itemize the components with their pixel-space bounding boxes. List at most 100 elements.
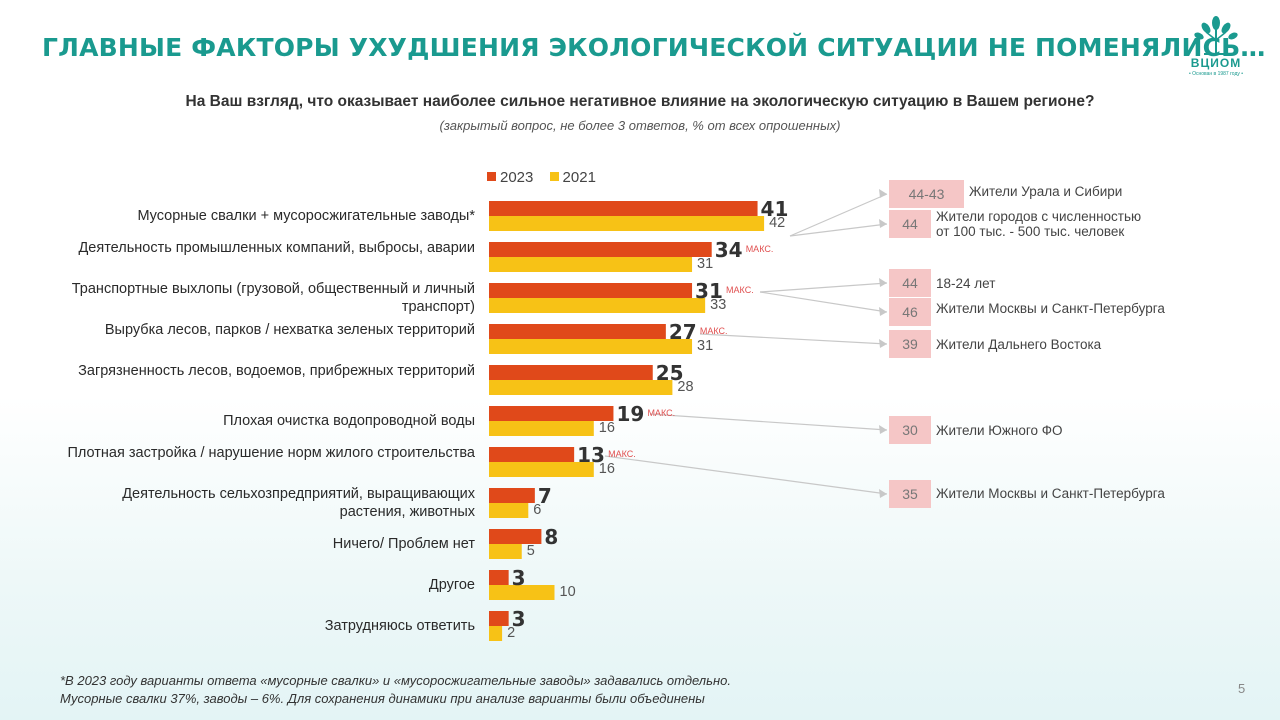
bar-2023 <box>489 406 614 421</box>
callout-connector <box>759 282 888 293</box>
value-label-2023: 34 <box>714 238 743 262</box>
value-label-2023: 31 <box>695 279 723 303</box>
category-label: Ничего/ Проблем нет <box>332 536 475 552</box>
callout-arrowhead <box>879 307 887 316</box>
callout-arrowhead <box>879 278 887 287</box>
bar-2021 <box>489 216 765 231</box>
category-label: Другое <box>428 577 475 593</box>
maks-label: МАКС. <box>726 285 754 295</box>
callout-value: 44-43 <box>889 180 964 208</box>
callout-text: 18-24 лет <box>936 276 996 291</box>
value-label-2023: 19 <box>616 402 645 426</box>
value-label-2023: 13 <box>577 443 605 467</box>
callout-value: 30 <box>889 416 931 444</box>
bar-2021 <box>489 462 594 477</box>
value-label-2021: 42 <box>769 215 786 231</box>
chart-legend: 2023 2021 <box>487 169 608 186</box>
value-label-2021: 2 <box>507 625 516 641</box>
bar-2021 <box>489 380 673 395</box>
legend-2023: 2023 <box>487 169 533 186</box>
value-label-2021: 16 <box>598 420 615 436</box>
value-label-2023: 25 <box>655 361 684 385</box>
tree-icon <box>1194 16 1238 55</box>
callout-value: 44 <box>889 210 931 238</box>
value-label-2021: 16 <box>598 461 615 477</box>
bar-2023 <box>489 283 693 298</box>
callout-connector <box>604 455 888 495</box>
bar-2023 <box>489 324 666 339</box>
callout-connector <box>789 193 888 237</box>
bar-2021 <box>489 585 555 600</box>
bar-2021 <box>489 544 522 559</box>
callout-connector <box>759 291 888 313</box>
question-text: На Ваш взгляд, что оказывает наиболее си… <box>185 93 1095 110</box>
bar-2023 <box>489 201 758 216</box>
logo-subtext: • Основан в 1987 году • <box>1188 71 1244 77</box>
callout-value: 46 <box>889 298 931 326</box>
bar-2023 <box>489 447 575 462</box>
category-label: Плохая очистка водопроводной воды <box>223 413 475 429</box>
category-label: Деятельность промышленных компаний, выбр… <box>78 240 475 256</box>
callout-value: 39 <box>889 330 931 358</box>
bar-2021 <box>489 626 503 641</box>
callout-arrowhead <box>879 339 887 348</box>
callout-text: Жители Южного ФО <box>936 423 1063 438</box>
callout-text: Жители Москвы и Санкт-Петербурга <box>936 486 1165 501</box>
value-label-2021: 31 <box>697 256 714 272</box>
category-label: Плотная застройка / нарушение норм жилог… <box>67 445 475 461</box>
bar-2021 <box>489 503 529 518</box>
page-number: 5 <box>1238 681 1246 696</box>
footnote-line-2: Мусорные свалки 37%, заводы – 6%. Для со… <box>60 691 705 706</box>
callout-arrowhead <box>879 489 887 498</box>
bar-2021 <box>489 257 693 272</box>
category-label: Транспортные выхлопы (грузовой, обществе… <box>71 281 475 315</box>
value-label-2023: 41 <box>760 197 789 221</box>
bar-2023 <box>489 242 712 257</box>
vciom-logo: ВЦИОМ • Основан в 1987 году • <box>1184 14 1248 84</box>
callout-arrowhead <box>879 189 887 198</box>
page-title: ГЛАВНЫЕ ФАКТОРЫ УХУДШЕНИЯ ЭКОЛОГИЧЕСКОЙ … <box>42 33 1266 62</box>
legend-2021: 2021 <box>549 169 596 186</box>
bar-2023 <box>489 365 653 380</box>
maks-label: МАКС. <box>699 326 728 336</box>
bar-2023 <box>489 611 509 626</box>
callout-connector <box>699 333 888 345</box>
bar-2021 <box>489 298 706 313</box>
question-note: (закрытый вопрос, не более 3 ответов, % … <box>439 118 841 133</box>
callout-text: Жители Урала и Сибири <box>969 184 1123 199</box>
value-label-2023: 7 <box>537 484 552 508</box>
category-label: Мусорные свалки + мусоросжигательные зав… <box>137 208 475 224</box>
category-label: Затрудняюсь ответить <box>324 618 475 634</box>
bar-2023 <box>489 570 509 585</box>
value-label-2021: 6 <box>533 502 542 518</box>
maks-label: МАКС. <box>745 244 774 254</box>
callout-arrowhead <box>879 425 887 434</box>
value-label-2023: 27 <box>668 320 697 344</box>
value-label-2023: 8 <box>544 525 559 549</box>
callout-value: 44 <box>889 269 931 297</box>
callout-arrowhead <box>879 219 887 228</box>
callout-value: 35 <box>889 480 931 508</box>
callout-text: Жители Москвы и Санкт-Петербурга <box>936 301 1165 316</box>
logo-text: ВЦИОМ <box>1190 56 1242 70</box>
bar-2021 <box>489 421 594 436</box>
category-label: Загрязненность лесов, водоемов, прибрежн… <box>78 363 475 379</box>
footnote-line-1: *В 2023 году варианты ответа «мусорные с… <box>60 673 731 688</box>
bar-2021 <box>489 339 693 354</box>
value-label-2021: 31 <box>697 338 714 354</box>
callout-connector <box>649 413 888 431</box>
value-label-2021: 33 <box>710 297 727 313</box>
callout-connector <box>789 223 888 237</box>
value-label-2023: 3 <box>511 607 526 631</box>
value-label-2021: 10 <box>559 584 576 600</box>
callout-text: Жители городов с численностью от 100 тыс.… <box>936 209 1142 239</box>
value-label-2023: 3 <box>511 566 526 590</box>
value-label-2021: 5 <box>526 543 535 559</box>
maks-label: МАКС. <box>647 408 676 418</box>
bar-2023 <box>489 529 542 544</box>
value-label-2021: 28 <box>677 379 694 395</box>
category-label: Деятельность сельхозпредприятий, выращив… <box>122 486 475 520</box>
callout-text: Жители Дальнего Востока <box>936 337 1102 352</box>
category-label: Вырубка лесов, парков / нехватка зеленых… <box>104 322 475 338</box>
